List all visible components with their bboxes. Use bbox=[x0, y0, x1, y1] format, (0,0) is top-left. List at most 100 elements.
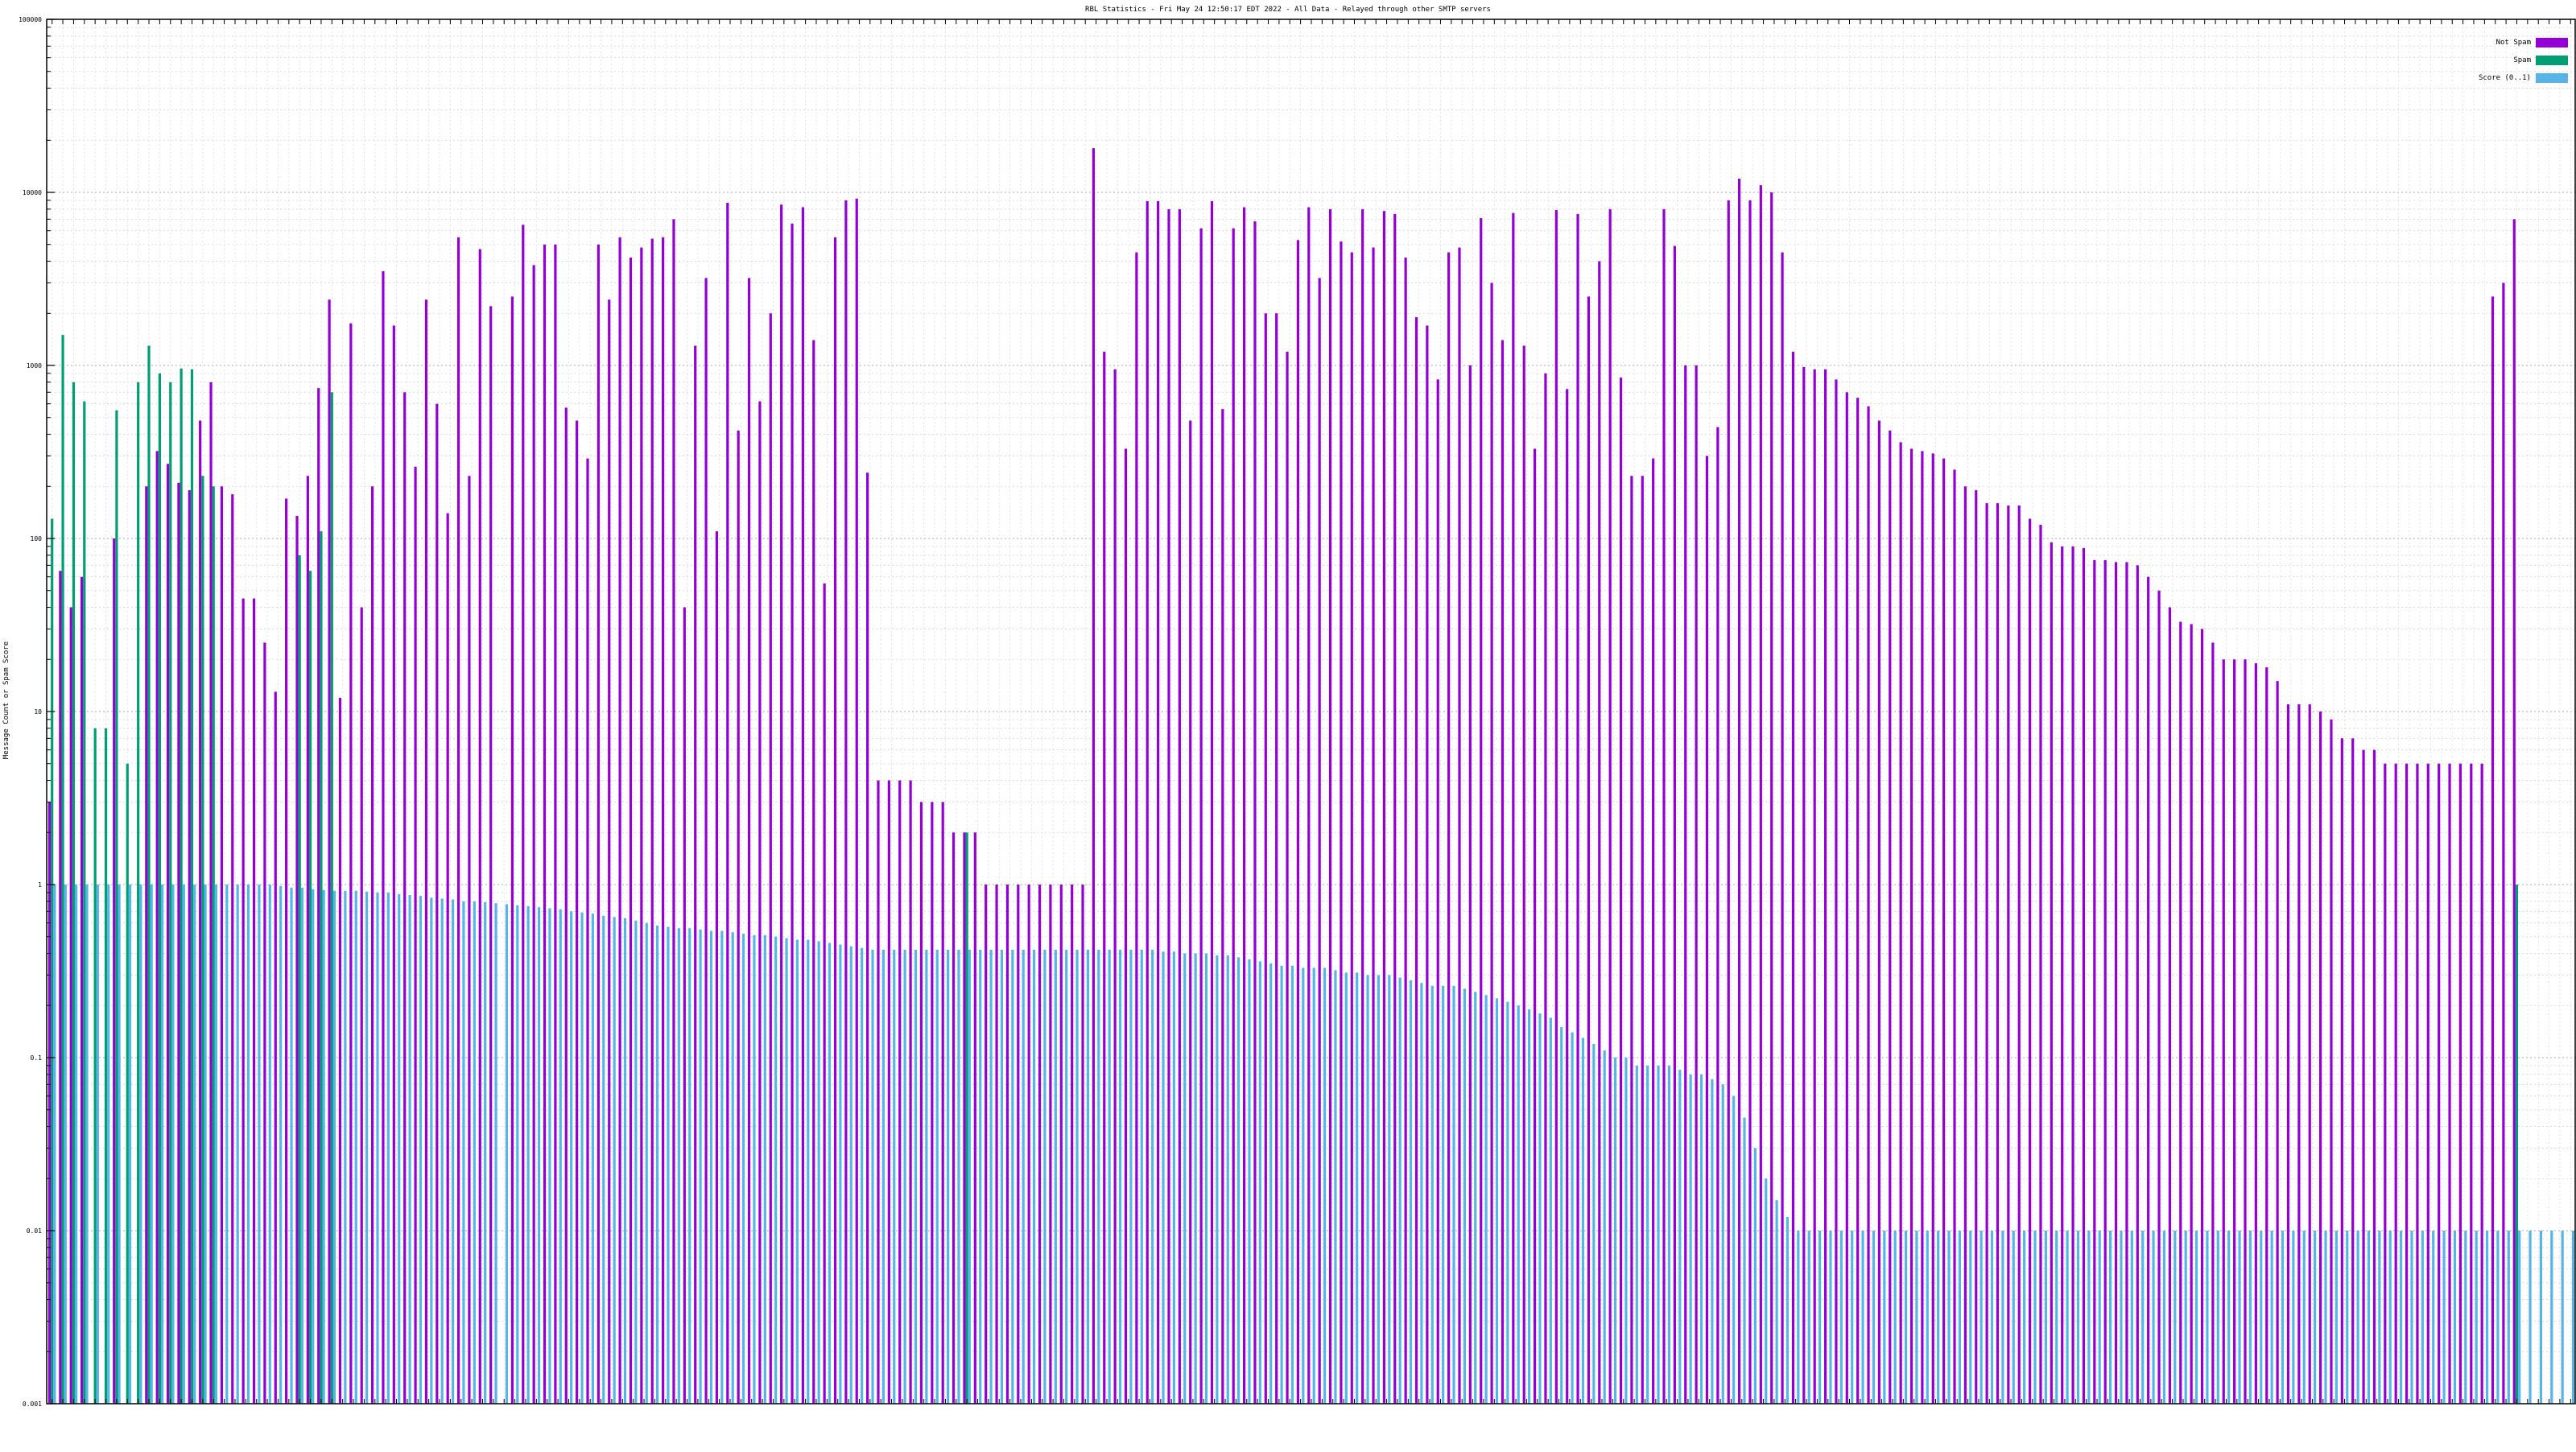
bar-not-spam bbox=[522, 225, 525, 1404]
bar-spam bbox=[115, 410, 118, 1404]
bar-not-spam bbox=[2416, 763, 2419, 1404]
bar-score bbox=[2216, 1231, 2219, 1404]
bar-score bbox=[1592, 1043, 1596, 1404]
bar-not-spam bbox=[1157, 200, 1160, 1405]
bar-not-spam bbox=[69, 607, 72, 1404]
bar-score bbox=[1560, 1027, 1563, 1404]
bar-score bbox=[1183, 953, 1187, 1404]
bar-not-spam bbox=[468, 476, 471, 1404]
bar-not-spam bbox=[1286, 351, 1289, 1404]
bar-score bbox=[344, 890, 347, 1404]
bar-not-spam bbox=[2222, 659, 2225, 1404]
bar-score bbox=[1947, 1231, 1951, 1404]
bar-score bbox=[332, 890, 336, 1404]
bar-score bbox=[935, 950, 939, 1404]
bar-score bbox=[118, 885, 121, 1404]
bar-score bbox=[128, 885, 132, 1404]
bar-not-spam bbox=[597, 244, 600, 1404]
bar-not-spam bbox=[209, 382, 213, 1404]
bar-not-spam bbox=[1447, 252, 1451, 1404]
bar-not-spam bbox=[177, 482, 180, 1404]
bar-score bbox=[2087, 1231, 2091, 1404]
bar-score bbox=[828, 943, 832, 1404]
legend-swatch-spam bbox=[2536, 56, 2568, 65]
bar-not-spam bbox=[2211, 642, 2215, 1404]
bar-score bbox=[2496, 1231, 2500, 1404]
bar-not-spam bbox=[1985, 503, 1988, 1404]
bar-not-spam bbox=[155, 451, 159, 1404]
bar-not-spam bbox=[1458, 247, 1461, 1404]
bar-score bbox=[1043, 950, 1046, 1404]
bar-not-spam bbox=[2168, 607, 2172, 1404]
bar-not-spam bbox=[1307, 207, 1311, 1404]
bar-score bbox=[1377, 975, 1381, 1404]
bar-score bbox=[451, 899, 455, 1404]
bar-not-spam bbox=[661, 237, 665, 1404]
bar-not-spam bbox=[1199, 228, 1203, 1405]
bar-not-spam bbox=[758, 401, 762, 1405]
bar-not-spam bbox=[1684, 365, 1687, 1404]
bar-score bbox=[2314, 1231, 2317, 1404]
y-tick-label: 0.01 bbox=[27, 1227, 42, 1235]
bar-score bbox=[1861, 1231, 1864, 1404]
bar-score bbox=[279, 885, 283, 1404]
bar-not-spam bbox=[2254, 663, 2257, 1404]
bar-score bbox=[484, 902, 487, 1404]
bar-not-spam bbox=[640, 247, 643, 1404]
bar-not-spam bbox=[1167, 208, 1170, 1404]
bar-not-spam bbox=[1340, 241, 1343, 1404]
bar-not-spam bbox=[2470, 763, 2473, 1404]
bar-not-spam bbox=[650, 238, 654, 1404]
bar-not-spam bbox=[801, 207, 804, 1404]
bar-score bbox=[1797, 1231, 1800, 1404]
bar-score bbox=[2238, 1231, 2241, 1404]
bar-score bbox=[1667, 1065, 1671, 1404]
bar-not-spam bbox=[1005, 885, 1009, 1404]
bar-score bbox=[559, 909, 562, 1404]
bar-score bbox=[1624, 1058, 1628, 1404]
bar-not-spam bbox=[1512, 212, 1515, 1404]
bar-score bbox=[1484, 995, 1488, 1404]
bar-score bbox=[1517, 1005, 1520, 1404]
y-tick-label: 100000 bbox=[19, 16, 42, 23]
bar-score bbox=[925, 950, 928, 1404]
bar-not-spam bbox=[1533, 448, 1537, 1404]
bar-score bbox=[526, 905, 530, 1404]
bar-not-spam bbox=[564, 407, 568, 1404]
bar-not-spam bbox=[941, 802, 944, 1404]
bar-score bbox=[2378, 1231, 2381, 1404]
bar-not-spam bbox=[532, 265, 535, 1404]
bar-score bbox=[1635, 1065, 1638, 1404]
legend-swatch-not-spam bbox=[2536, 38, 2568, 47]
bar-not-spam bbox=[360, 607, 363, 1404]
bar-not-spam bbox=[844, 200, 848, 1404]
bar-score bbox=[580, 912, 584, 1404]
bar-not-spam bbox=[823, 583, 826, 1404]
bars-layer bbox=[47, 148, 2575, 1405]
bar-not-spam bbox=[2082, 547, 2086, 1404]
bar-score bbox=[677, 928, 680, 1404]
bar-score bbox=[2184, 1231, 2187, 1404]
bar-not-spam bbox=[1480, 217, 1483, 1404]
bar-score bbox=[516, 905, 519, 1404]
bar-score bbox=[2130, 1231, 2133, 1404]
y-tick-label: 10 bbox=[34, 708, 42, 716]
bar-not-spam bbox=[1598, 261, 1601, 1404]
bar-not-spam bbox=[704, 278, 708, 1404]
bar-score bbox=[150, 885, 153, 1404]
bar-score bbox=[365, 891, 369, 1404]
bar-not-spam bbox=[1372, 247, 1375, 1404]
bar-not-spam bbox=[672, 219, 675, 1404]
bar-score bbox=[1248, 959, 1251, 1404]
bar-score bbox=[2120, 1231, 2123, 1404]
bar-not-spam bbox=[2017, 505, 2021, 1405]
bar-score bbox=[398, 893, 401, 1404]
bar-not-spam bbox=[220, 486, 224, 1404]
bar-score bbox=[699, 929, 702, 1404]
bar-not-spam bbox=[973, 832, 976, 1404]
bar-score bbox=[107, 885, 110, 1404]
bar-score bbox=[419, 896, 423, 1404]
bar-not-spam bbox=[1059, 885, 1063, 1404]
